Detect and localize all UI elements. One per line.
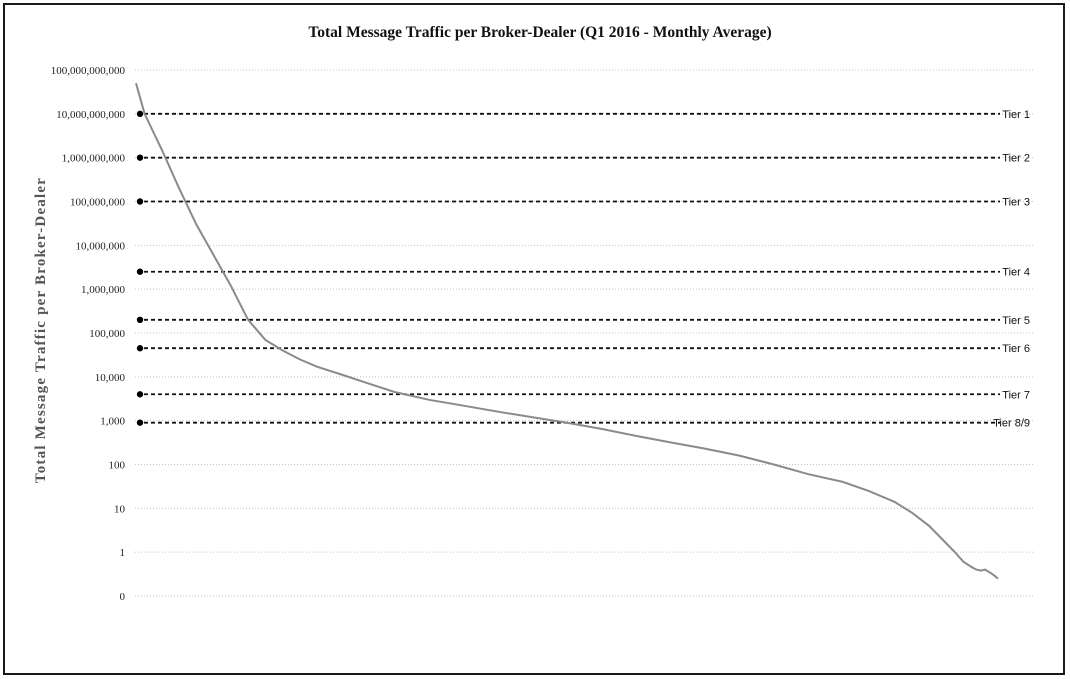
y-axis-label: Total Message Traffic per Broker-Dealer (33, 177, 49, 483)
gridlines (135, 69, 1035, 597)
y-tick-label: 100,000,000 (70, 197, 126, 209)
y-tick-label: 1 (120, 547, 126, 559)
chart-frame (3, 3, 1065, 675)
y-tick-label: 0 (120, 591, 126, 603)
tier-marker (136, 316, 144, 324)
y-tick-label: 100,000 (89, 328, 125, 340)
tier-marker (136, 419, 144, 426)
tier-marker (136, 110, 144, 118)
tier-marker (136, 345, 144, 352)
tier-marker (136, 154, 144, 161)
chart-title: Total Message Traffic per Broker-Dealer … (308, 24, 771, 41)
tier-label: Tier 7 (1002, 389, 1030, 401)
y-tick-label: 1,000,000 (81, 284, 126, 296)
series-line (135, 82, 999, 580)
tier-thresholds: Tier 1 Tier 2 Tier 3 Tier 4 Tier 5 Tier 6 Tier… (136, 109, 1030, 430)
tier-label: Tier 8/9 (993, 418, 1030, 430)
y-tick-label: 1,000 (100, 416, 125, 428)
y-tick-label: 100,000,000,000 (51, 65, 126, 77)
tier-marker (136, 391, 144, 398)
y-tick-label: 10,000,000,000 (56, 109, 125, 121)
y-tick-label: 100 (109, 460, 126, 472)
tier-label: Tier 5 (1002, 315, 1030, 327)
tier-label: Tier 4 (1002, 267, 1030, 279)
series-layer (135, 82, 999, 580)
y-tick-labels: 100,000,000,000 10,000,000,000 1,000,000,0… (51, 65, 126, 603)
tier-marker (136, 268, 144, 275)
tier-label: Tier 2 (1002, 153, 1030, 165)
y-tick-label: 1,000,000,000 (62, 153, 126, 165)
tier-label: Tier 3 (1002, 197, 1030, 209)
y-tick-label: 10 (114, 503, 126, 515)
tier-label: Tier 1 (1002, 109, 1030, 121)
tier-label: Tier 6 (1002, 343, 1030, 355)
tier-marker (136, 198, 144, 205)
y-tick-label: 10,000,000 (76, 240, 126, 252)
y-tick-label: 10,000 (95, 372, 126, 384)
